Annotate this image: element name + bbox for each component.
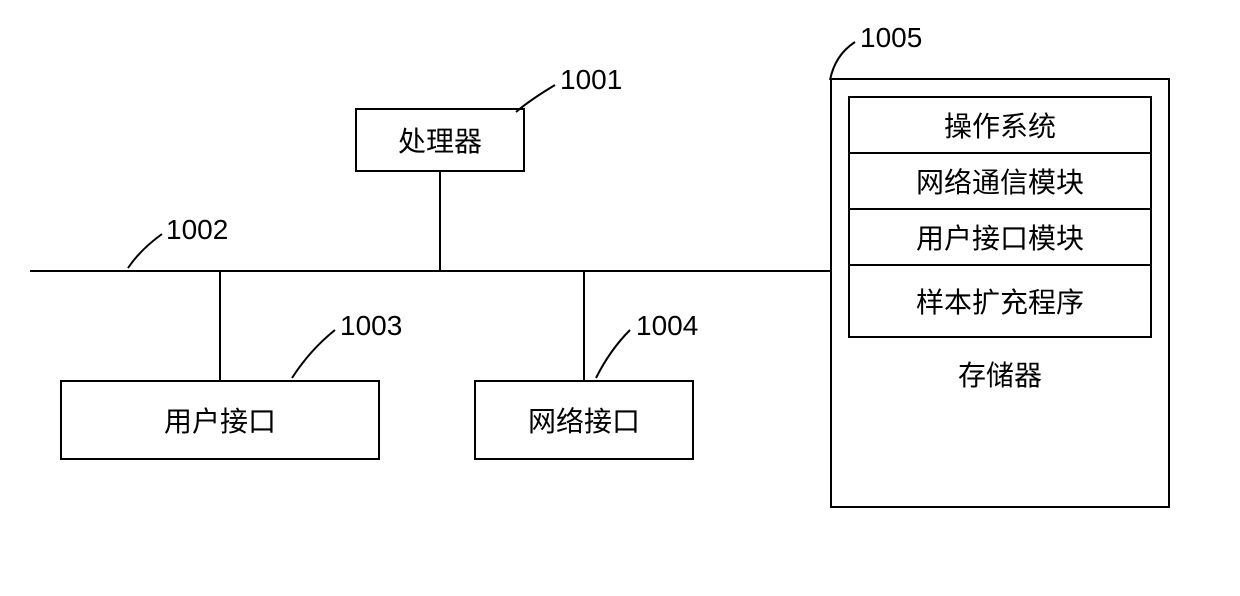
leader-1005	[0, 0, 1240, 596]
